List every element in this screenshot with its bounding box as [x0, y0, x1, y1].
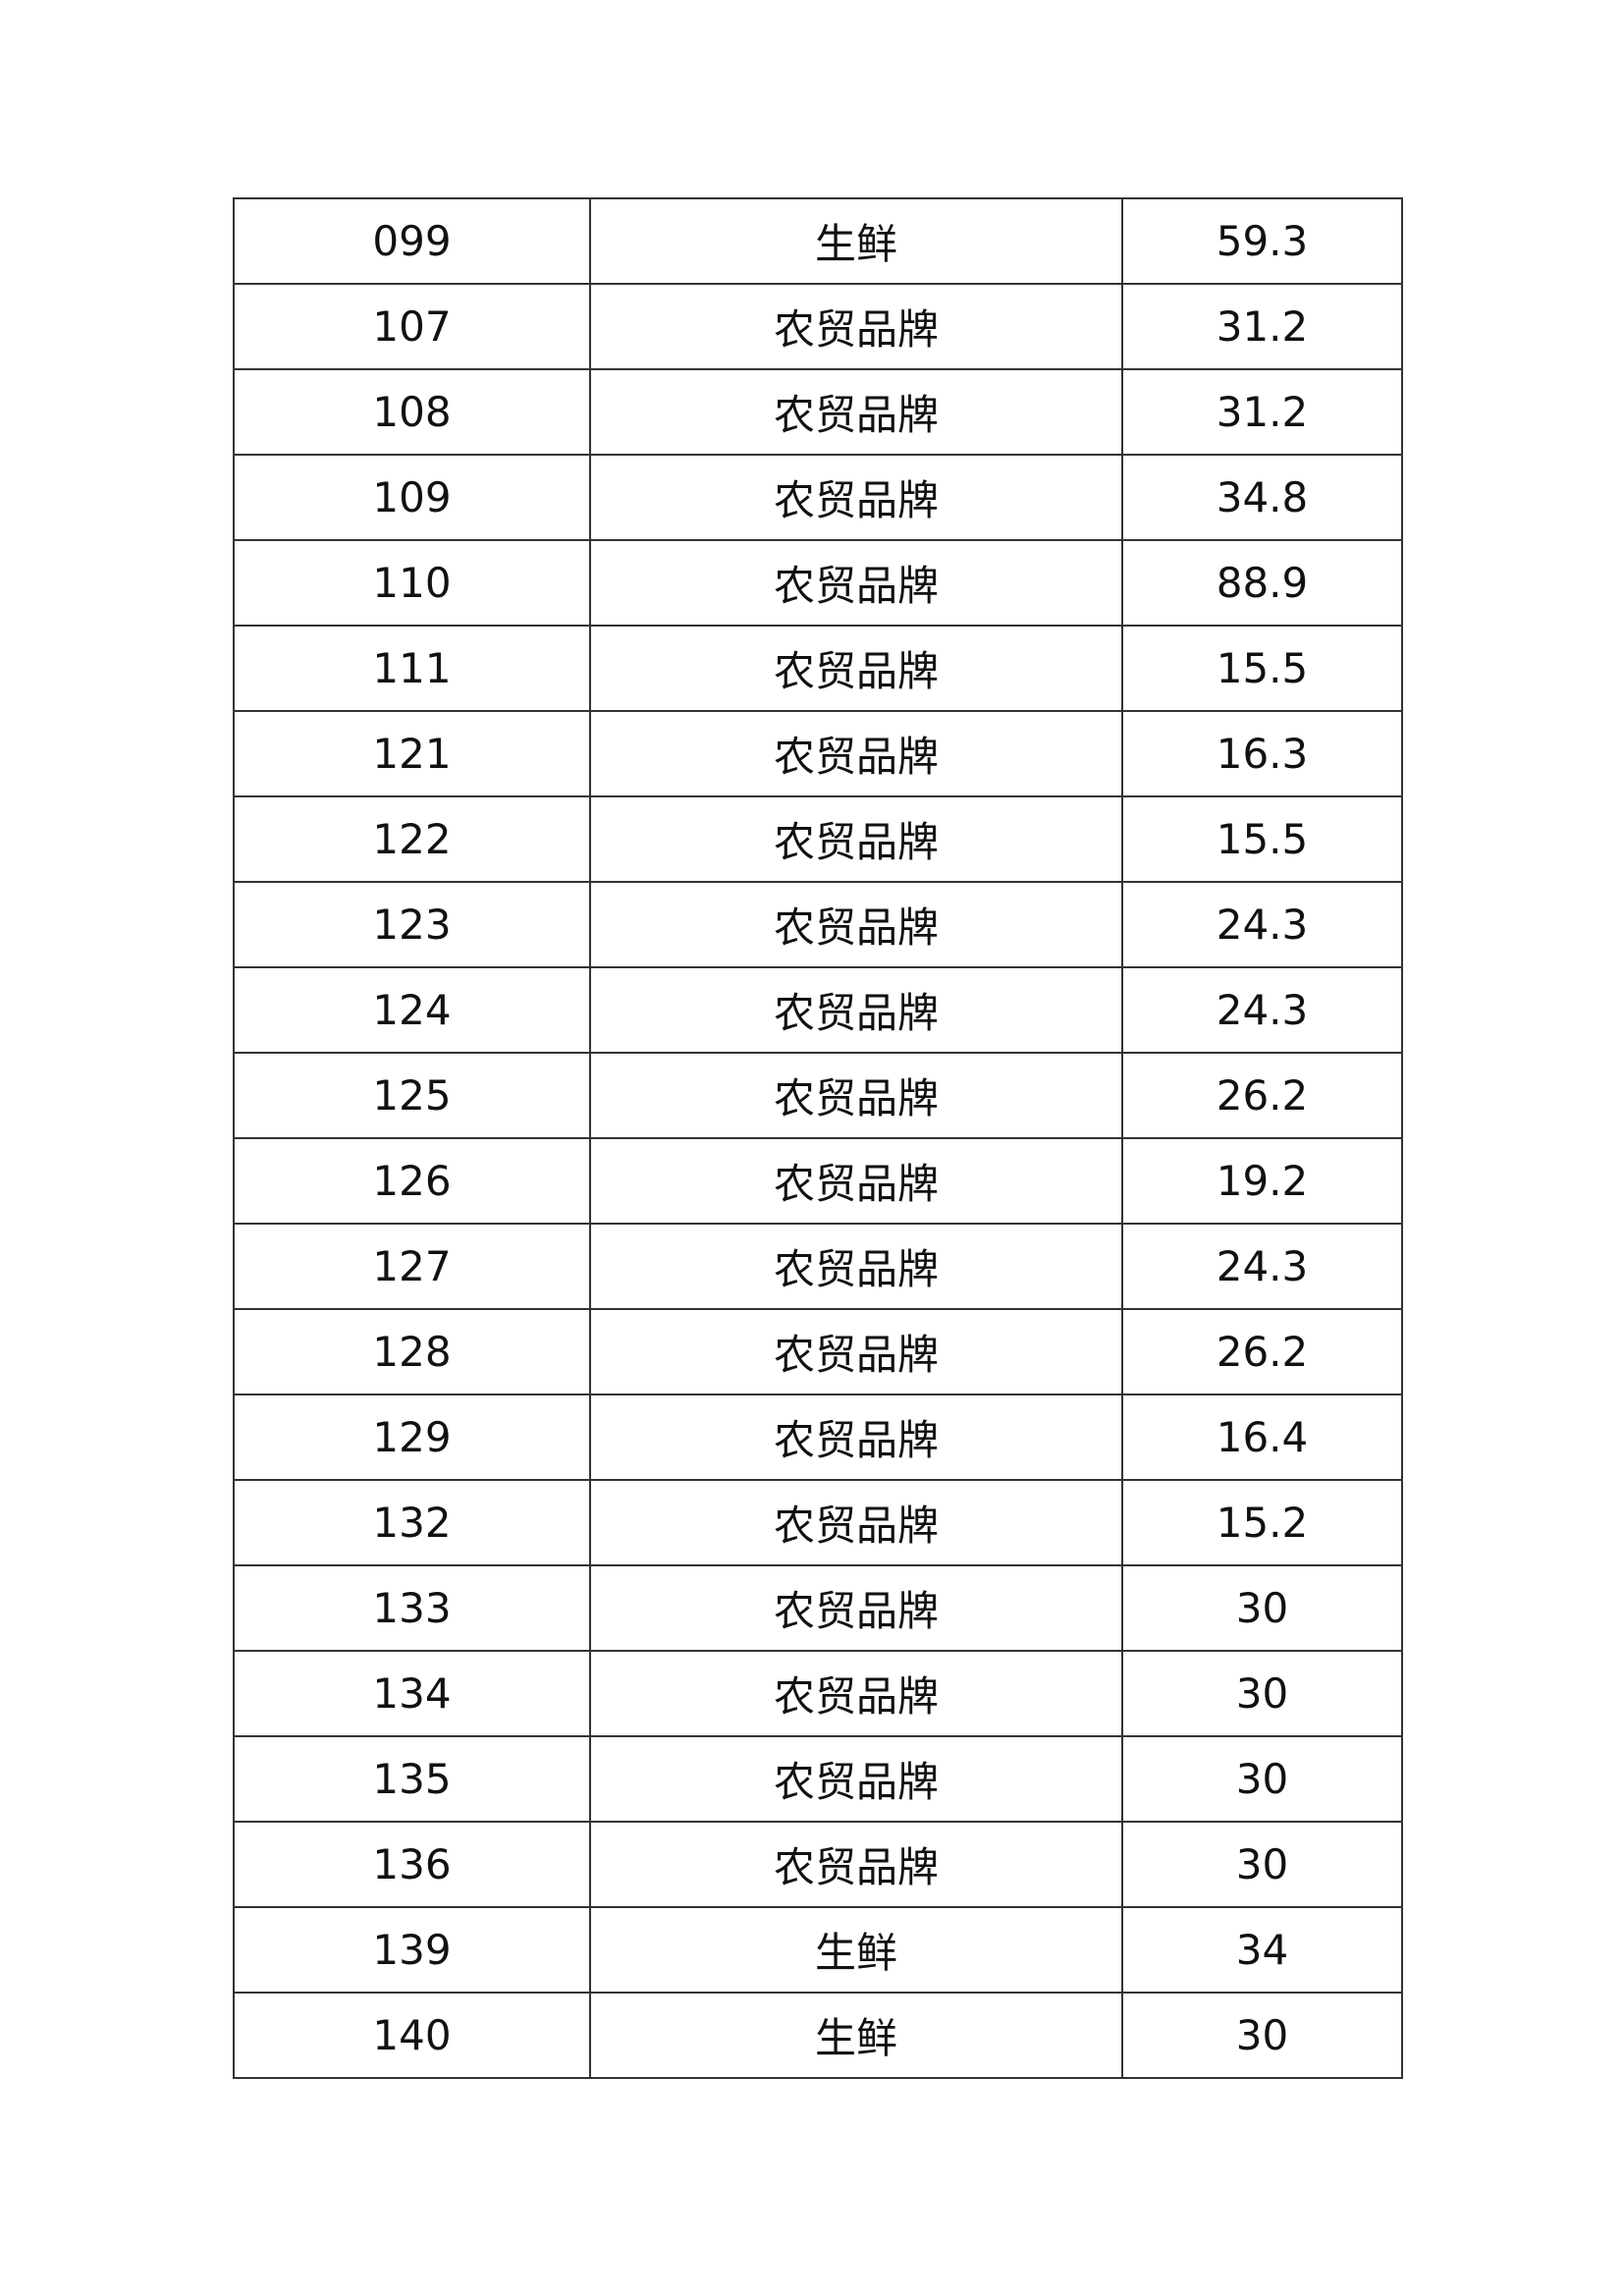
table-row: 121 农贸品牌 16.3 [233, 710, 1403, 797]
cell-id: 136 [233, 1821, 591, 1908]
table-row: 139 生鲜 34 [233, 1906, 1403, 1994]
cell-value: 15.5 [1121, 795, 1403, 883]
cell-category: 农贸品牌 [589, 1564, 1123, 1652]
cell-id: 127 [233, 1223, 591, 1310]
cell-id: 109 [233, 454, 591, 541]
cell-value: 30 [1121, 1564, 1403, 1652]
table-row: 099 生鲜 59.3 [233, 197, 1403, 285]
table-row: 111 农贸品牌 15.5 [233, 625, 1403, 712]
cell-id: 128 [233, 1308, 591, 1395]
table-row: 109 农贸品牌 34.8 [233, 454, 1403, 541]
cell-value: 15.5 [1121, 625, 1403, 712]
cell-value: 26.2 [1121, 1052, 1403, 1139]
cell-category: 农贸品牌 [589, 539, 1123, 627]
table-row: 129 农贸品牌 16.4 [233, 1394, 1403, 1481]
cell-category: 农贸品牌 [589, 454, 1123, 541]
cell-id: 140 [233, 1992, 591, 2079]
cell-value: 30 [1121, 1992, 1403, 2079]
table-row: 134 农贸品牌 30 [233, 1650, 1403, 1737]
cell-category: 农贸品牌 [589, 625, 1123, 712]
table-row: 135 农贸品牌 30 [233, 1735, 1403, 1823]
table-row: 133 农贸品牌 30 [233, 1564, 1403, 1652]
cell-value: 30 [1121, 1735, 1403, 1823]
cell-id: 129 [233, 1394, 591, 1481]
table-row: 108 农贸品牌 31.2 [233, 368, 1403, 456]
cell-value: 19.2 [1121, 1137, 1403, 1225]
table-row: 132 农贸品牌 15.2 [233, 1479, 1403, 1566]
cell-id: 133 [233, 1564, 591, 1652]
cell-category: 农贸品牌 [589, 881, 1123, 968]
cell-id: 124 [233, 966, 591, 1054]
table-row: 123 农贸品牌 24.3 [233, 881, 1403, 968]
table-row: 127 农贸品牌 24.3 [233, 1223, 1403, 1310]
cell-id: 122 [233, 795, 591, 883]
cell-value: 59.3 [1121, 197, 1403, 285]
cell-value: 30 [1121, 1650, 1403, 1737]
cell-value: 16.3 [1121, 710, 1403, 797]
table-row: 136 农贸品牌 30 [233, 1821, 1403, 1908]
cell-category: 农贸品牌 [589, 1052, 1123, 1139]
cell-value: 31.2 [1121, 283, 1403, 370]
cell-id: 108 [233, 368, 591, 456]
cell-category: 农贸品牌 [589, 283, 1123, 370]
cell-category: 农贸品牌 [589, 1821, 1123, 1908]
table-row: 107 农贸品牌 31.2 [233, 283, 1403, 370]
cell-id: 135 [233, 1735, 591, 1823]
cell-id: 139 [233, 1906, 591, 1994]
table-row: 125 农贸品牌 26.2 [233, 1052, 1403, 1139]
cell-category: 生鲜 [589, 1906, 1123, 1994]
cell-value: 16.4 [1121, 1394, 1403, 1481]
cell-category: 农贸品牌 [589, 368, 1123, 456]
data-table: 099 生鲜 59.3 107 农贸品牌 31.2 108 农贸品牌 31.2 109 农贸品牌 34… [233, 197, 1403, 2079]
cell-id: 107 [233, 283, 591, 370]
cell-value: 24.3 [1121, 881, 1403, 968]
cell-category: 生鲜 [589, 1992, 1123, 2079]
cell-id: 125 [233, 1052, 591, 1139]
cell-category: 生鲜 [589, 197, 1123, 285]
cell-category: 农贸品牌 [589, 795, 1123, 883]
cell-value: 15.2 [1121, 1479, 1403, 1566]
cell-category: 农贸品牌 [589, 710, 1123, 797]
table-row: 122 农贸品牌 15.5 [233, 795, 1403, 883]
cell-category: 农贸品牌 [589, 1479, 1123, 1566]
cell-value: 88.9 [1121, 539, 1403, 627]
table-row: 124 农贸品牌 24.3 [233, 966, 1403, 1054]
cell-value: 34 [1121, 1906, 1403, 1994]
table-row: 140 生鲜 30 [233, 1992, 1403, 2079]
table-row: 128 农贸品牌 26.2 [233, 1308, 1403, 1395]
cell-value: 34.8 [1121, 454, 1403, 541]
cell-value: 30 [1121, 1821, 1403, 1908]
cell-value: 31.2 [1121, 368, 1403, 456]
cell-value: 24.3 [1121, 1223, 1403, 1310]
table-body: 099 生鲜 59.3 107 农贸品牌 31.2 108 农贸品牌 31.2 109 农贸品牌 34… [233, 197, 1403, 2079]
cell-id: 099 [233, 197, 591, 285]
cell-category: 农贸品牌 [589, 1223, 1123, 1310]
cell-value: 24.3 [1121, 966, 1403, 1054]
cell-category: 农贸品牌 [589, 1308, 1123, 1395]
cell-id: 132 [233, 1479, 591, 1566]
cell-id: 110 [233, 539, 591, 627]
cell-id: 134 [233, 1650, 591, 1737]
cell-id: 126 [233, 1137, 591, 1225]
cell-category: 农贸品牌 [589, 1650, 1123, 1737]
cell-id: 111 [233, 625, 591, 712]
cell-category: 农贸品牌 [589, 1394, 1123, 1481]
table-row: 126 农贸品牌 19.2 [233, 1137, 1403, 1225]
cell-id: 123 [233, 881, 591, 968]
cell-value: 26.2 [1121, 1308, 1403, 1395]
cell-id: 121 [233, 710, 591, 797]
cell-category: 农贸品牌 [589, 1137, 1123, 1225]
table-row: 110 农贸品牌 88.9 [233, 539, 1403, 627]
cell-category: 农贸品牌 [589, 966, 1123, 1054]
cell-category: 农贸品牌 [589, 1735, 1123, 1823]
